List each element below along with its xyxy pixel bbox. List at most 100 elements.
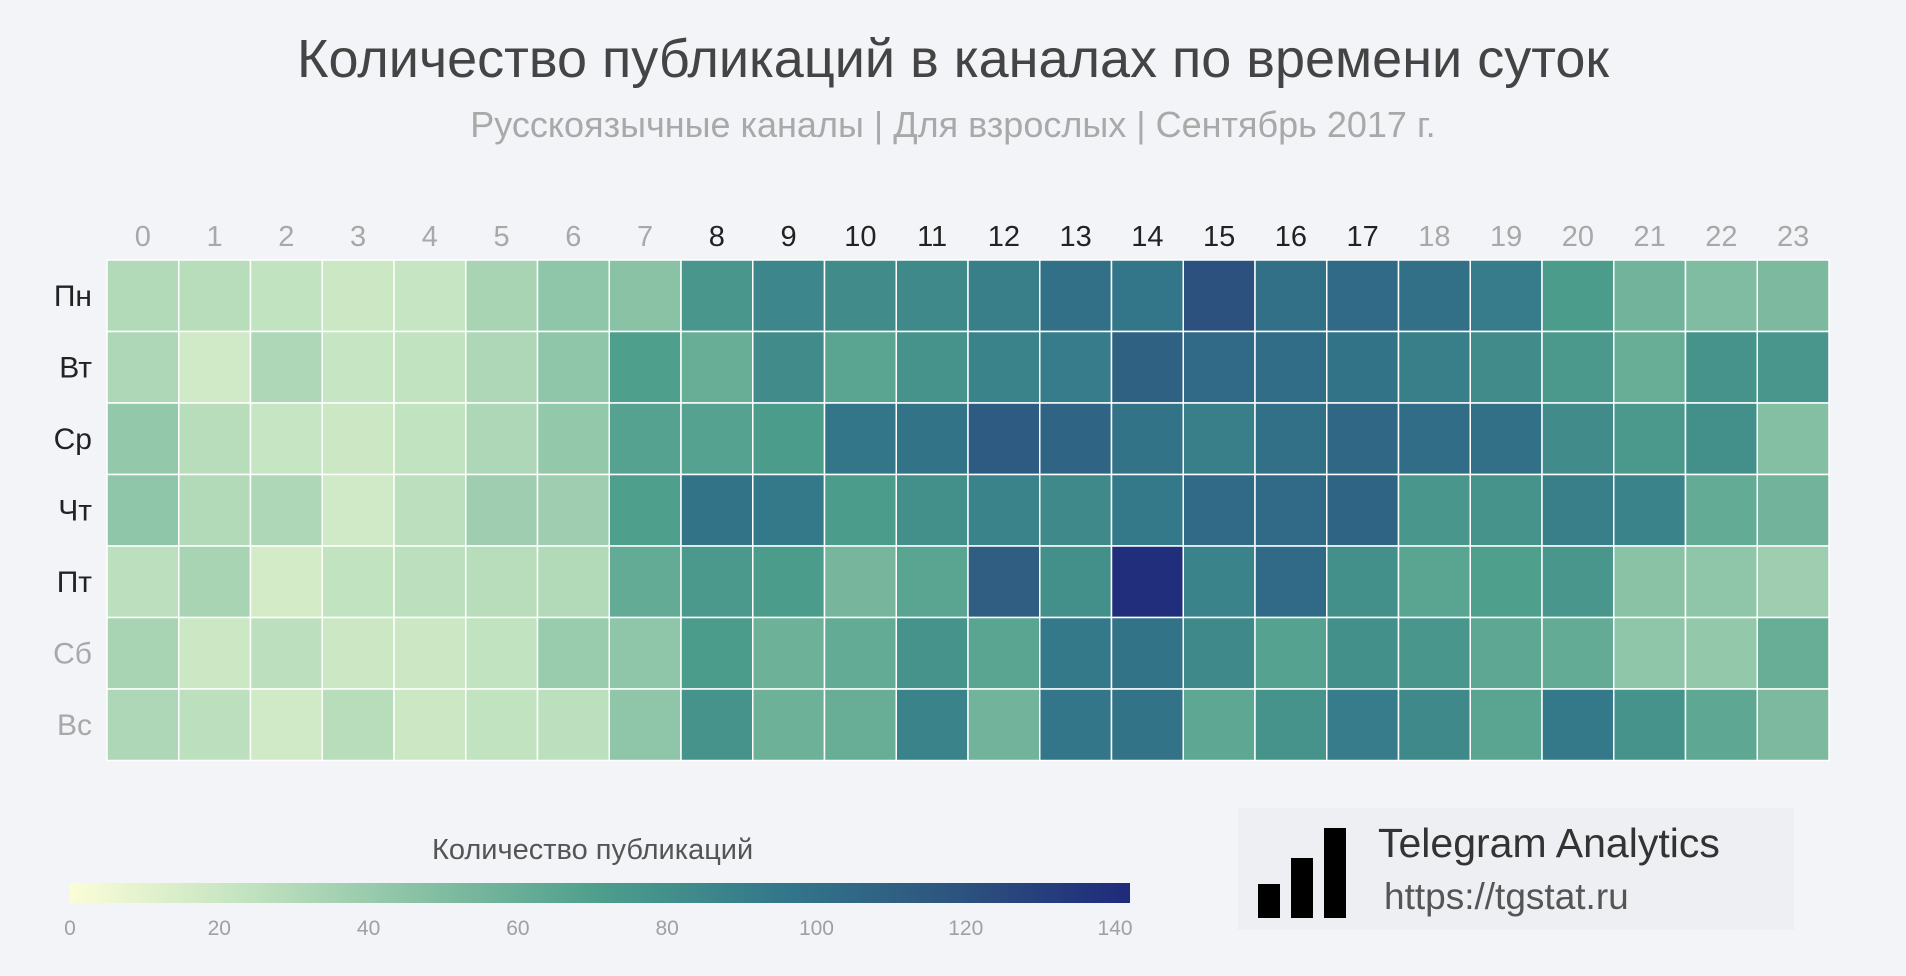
heatmap-cell (608, 259, 682, 333)
heatmap-cell (823, 616, 897, 690)
heatmap-cell (608, 616, 682, 690)
heatmap-cell (967, 473, 1041, 547)
heatmap-cell (752, 330, 826, 404)
heatmap-cell (823, 259, 897, 333)
heatmap-cell (1326, 259, 1400, 333)
y-tick-label: Ср (54, 423, 92, 456)
heatmap-cell (1182, 259, 1256, 333)
heatmap-cell (393, 473, 467, 547)
heatmap-cell (1756, 402, 1830, 476)
heatmap-cell (895, 330, 969, 404)
heatmap-cell (1541, 402, 1615, 476)
heatmap-cell (823, 545, 897, 619)
heatmap-cell (1182, 545, 1256, 619)
x-tick-label: 19 (1490, 221, 1522, 253)
heatmap-cell (1039, 402, 1113, 476)
heatmap-cell (1039, 330, 1113, 404)
heatmap-cell (393, 688, 467, 762)
heatmap-cell (1756, 545, 1830, 619)
heatmap-cell (823, 402, 897, 476)
heatmap-cell (321, 616, 395, 690)
heatmap-cell (1397, 688, 1471, 762)
heatmap-cell (680, 259, 754, 333)
x-tick-label: 17 (1346, 221, 1378, 253)
heatmap-cell (1469, 473, 1543, 547)
heatmap-cell (1254, 330, 1328, 404)
brand-name: Telegram Analytics (1378, 820, 1720, 866)
colorbar-tick-label: 120 (948, 917, 984, 940)
heatmap-cell (321, 545, 395, 619)
heatmap-cell (895, 688, 969, 762)
heatmap-cell (1613, 616, 1687, 690)
y-tick-label: Чт (58, 494, 92, 527)
heatmap-cell (1182, 473, 1256, 547)
x-tick-label: 6 (565, 221, 581, 253)
heatmap-cell (178, 688, 252, 762)
heatmap-cell (1541, 545, 1615, 619)
heatmap-cell (1469, 259, 1543, 333)
heatmap-cell (465, 259, 539, 333)
heatmap-cell (823, 473, 897, 547)
x-tick-label: 5 (494, 221, 510, 253)
heatmap-cell (1039, 259, 1113, 333)
heatmap-cell (1469, 688, 1543, 762)
heatmap-cell (1182, 688, 1256, 762)
heatmap-cell (321, 330, 395, 404)
heatmap-cell (1039, 688, 1113, 762)
heatmap-cell (1110, 545, 1184, 619)
heatmap-cell (393, 545, 467, 619)
heatmap-cell (752, 688, 826, 762)
heatmap-cell (1684, 330, 1758, 404)
heatmap-cell (608, 545, 682, 619)
heatmap-cell (752, 473, 826, 547)
signal-bars-icon (1258, 828, 1346, 918)
heatmap-cell (967, 402, 1041, 476)
heatmap-cell (967, 545, 1041, 619)
heatmap-cell (1541, 688, 1615, 762)
colorbar-tick-label: 20 (207, 917, 231, 940)
x-tick-label: 12 (988, 221, 1020, 253)
heatmap-cell (1397, 402, 1471, 476)
heatmap-cell (536, 330, 610, 404)
heatmap-cell (536, 473, 610, 547)
heatmap-cell (1326, 688, 1400, 762)
heatmap-cell (1613, 402, 1687, 476)
colorbar-tick-label: 100 (798, 917, 834, 940)
brand-url[interactable]: https://tgstat.ru (1384, 876, 1629, 917)
heatmap-cell (1110, 473, 1184, 547)
x-tick-label: 21 (1633, 221, 1665, 253)
heatmap-cell (106, 545, 180, 619)
heatmap-cell (465, 473, 539, 547)
heatmap-cell (1397, 259, 1471, 333)
heatmap-cell (536, 545, 610, 619)
heatmap-cell (1541, 616, 1615, 690)
heatmap-cell (680, 330, 754, 404)
heatmap-cell (249, 402, 323, 476)
heatmap-cell (823, 330, 897, 404)
heatmap-cell (249, 616, 323, 690)
heatmap-cell (249, 473, 323, 547)
chart-subtitle: Русскоязычные каналы | Для взрослых | Се… (470, 104, 1436, 145)
heatmap-cell (1756, 473, 1830, 547)
heatmap-cell (1613, 473, 1687, 547)
heatmap-cell (1326, 402, 1400, 476)
heatmap-cell (608, 330, 682, 404)
heatmap-cell (178, 473, 252, 547)
heatmap-cell (465, 330, 539, 404)
heatmap-cell (1254, 473, 1328, 547)
colorbar-tick-label: 40 (356, 917, 381, 940)
colorbar-title: Количество публикаций (432, 834, 754, 866)
heatmap-cell (1684, 545, 1758, 619)
y-tick-label: Вс (57, 709, 92, 742)
heatmap-cell (1397, 330, 1471, 404)
heatmap-cell (608, 473, 682, 547)
x-tick-label: 13 (1059, 221, 1091, 253)
heatmap-cell (1397, 616, 1471, 690)
heatmap-cell (1254, 616, 1328, 690)
heatmap-cell (536, 259, 610, 333)
heatmap-cell (178, 545, 252, 619)
heatmap-cell (1397, 473, 1471, 547)
heatmap-cell (1756, 616, 1830, 690)
heatmap-cell (106, 616, 180, 690)
heatmap-cell (106, 473, 180, 547)
